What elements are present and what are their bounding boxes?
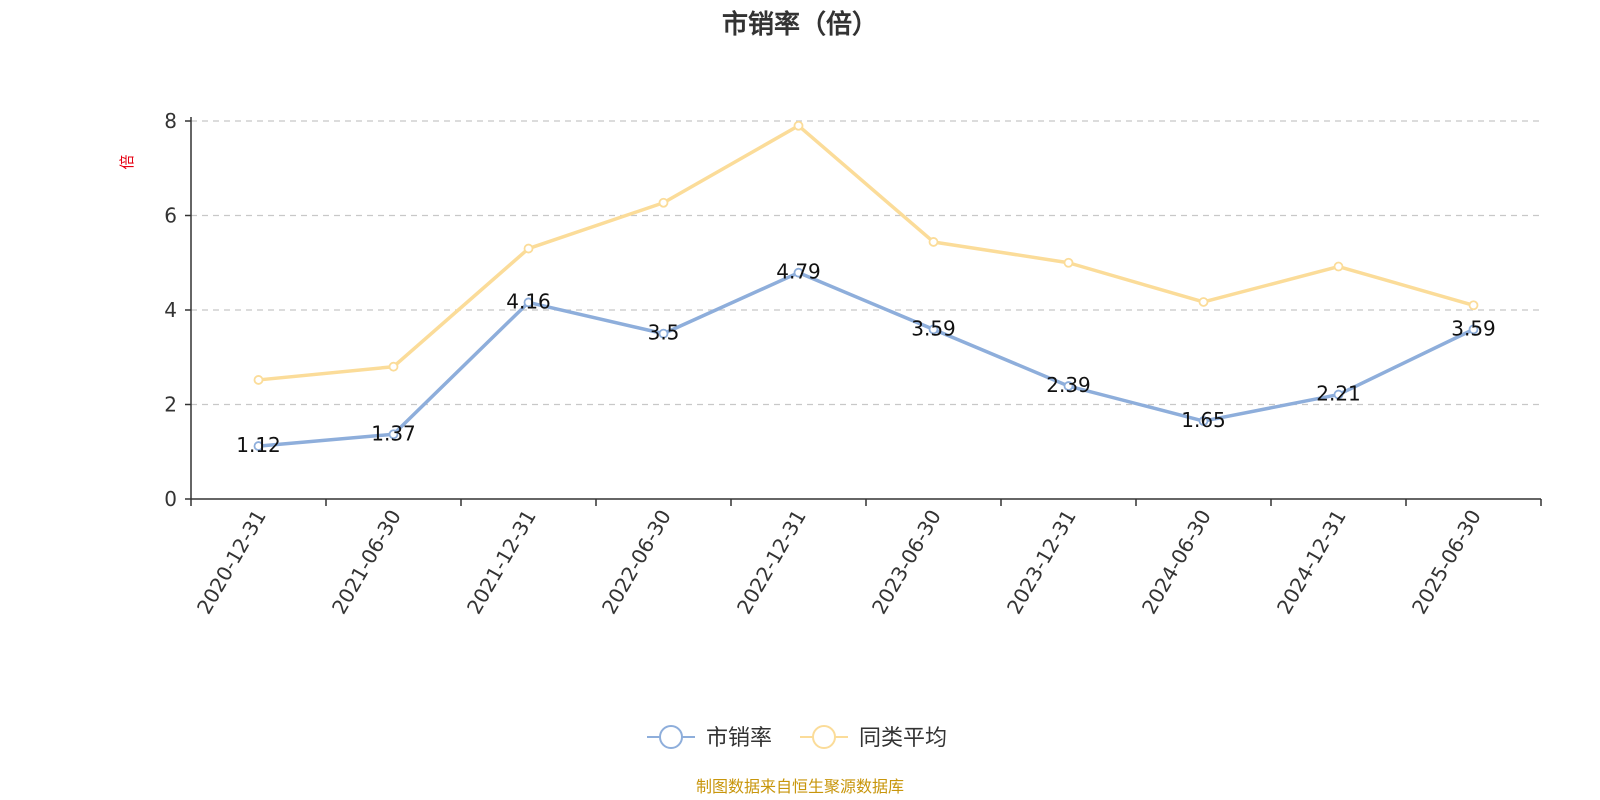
legend-item-0: 市销率 (647, 725, 772, 751)
y-tick-label: 0 (164, 487, 177, 511)
data-label: 2.39 (1046, 373, 1091, 397)
data-label: 3.59 (911, 316, 956, 340)
data-label: 1.12 (236, 433, 281, 457)
y-tick-label: 8 (164, 109, 177, 133)
data-point (793, 120, 804, 131)
grid-lines (191, 120, 1541, 406)
data-point (1063, 381, 1074, 391)
data-point (388, 429, 399, 440)
y-tick-label: 6 (164, 204, 177, 228)
data-point (928, 324, 939, 335)
data-point (928, 237, 939, 247)
data-point (1333, 261, 1344, 272)
data-labels: 1.12 1.37 4.16 3.5 4.79 3.59 2.39 1.65 2.21 3.59 (236, 260, 1496, 457)
x-tick-label: 2025-06-30 (1407, 506, 1486, 619)
source-note: 制图数据来自恒生聚源数据库 (696, 777, 904, 796)
x-tick-label: 2022-06-30 (597, 506, 676, 619)
x-tick-label: 2023-06-30 (867, 506, 946, 619)
x-tick-label: 2022-12-31 (732, 506, 811, 619)
data-point (1333, 389, 1344, 400)
data-point (1468, 300, 1479, 311)
axes: 0 2 4 6 8 2020-12-31 2021-06-30 2021-12-31 2022-… (164, 109, 1542, 619)
data-point (253, 441, 264, 451)
legend: 市销率 同类平均 (647, 725, 947, 751)
y-tick-label: 2 (164, 393, 177, 417)
data-point (1063, 257, 1074, 268)
x-tick-label: 2024-12-31 (1272, 506, 1351, 619)
x-tick-label: 2020-12-31 (192, 506, 271, 619)
legend-label: 同类平均 (859, 726, 947, 751)
data-label: 1.65 (1181, 408, 1226, 432)
data-point (658, 197, 669, 208)
series-0 (253, 267, 1479, 451)
legend-item-1: 同类平均 (800, 725, 947, 751)
data-point (253, 375, 264, 385)
legend-marker-icon (659, 725, 683, 749)
y-tick-label: 4 (164, 298, 177, 322)
x-tick-label: 2021-06-30 (327, 506, 406, 619)
series-1 (253, 120, 1479, 385)
x-tick-label: 2023-12-31 (1002, 506, 1081, 619)
x-tick-label: 2024-06-30 (1137, 506, 1216, 619)
data-label: 4.79 (776, 260, 821, 284)
data-point (793, 267, 804, 278)
data-point (1198, 416, 1209, 426)
data-label: 3.59 (1451, 316, 1496, 340)
series-line (258, 123, 1474, 382)
data-label: 4.16 (506, 289, 551, 313)
y-axis-unit: 倍 (118, 154, 136, 169)
data-point (523, 297, 534, 308)
data-point (1468, 324, 1479, 335)
series-layer (253, 120, 1479, 451)
data-label: 2.21 (1316, 382, 1361, 406)
data-label: 1.37 (371, 421, 416, 445)
data-point (523, 243, 534, 254)
data-label: 3.5 (648, 321, 680, 345)
legend-marker-icon (812, 725, 836, 749)
series-line (258, 270, 1475, 448)
data-point (388, 361, 399, 372)
legend-label: 市销率 (706, 726, 772, 751)
chart-title: 市销率（倍） (722, 9, 878, 40)
data-point (1198, 297, 1209, 307)
data-point (658, 328, 669, 339)
x-tick-label: 2021-12-31 (462, 506, 541, 619)
